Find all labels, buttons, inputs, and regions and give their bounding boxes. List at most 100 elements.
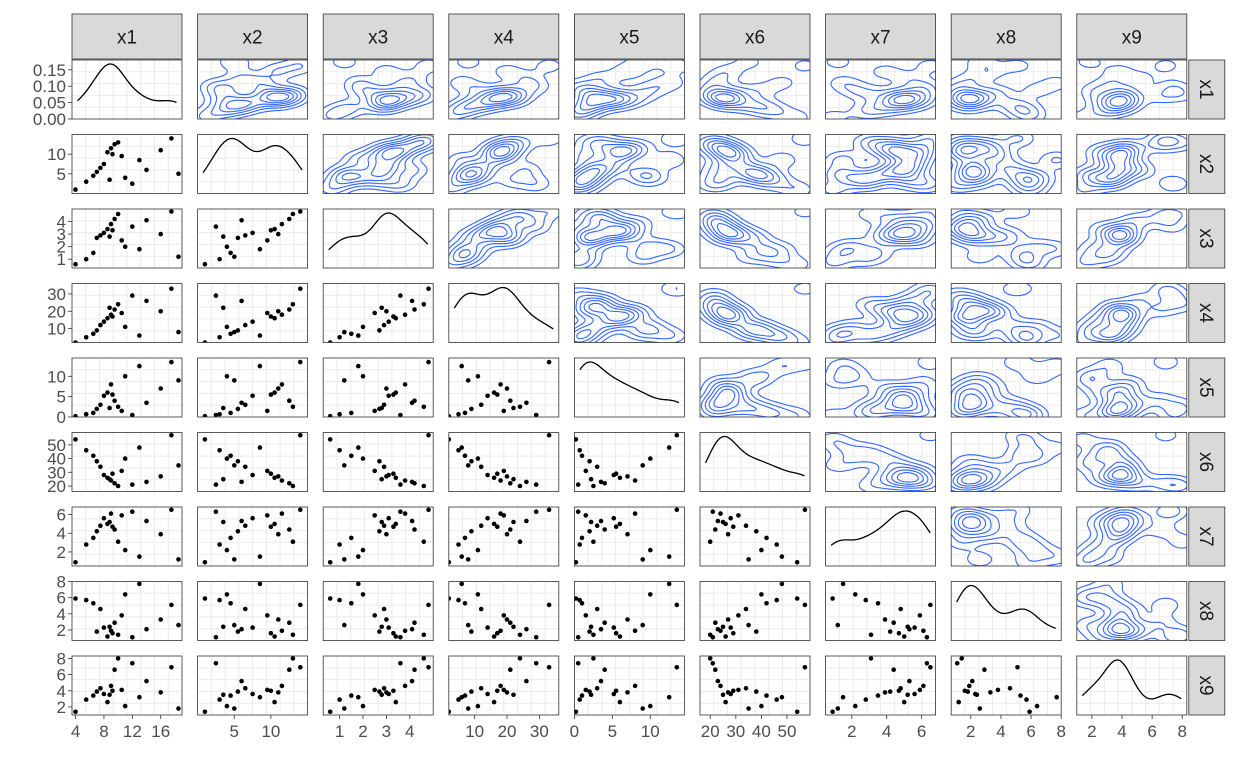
point-x6-x1-16 [169,432,174,438]
panel-x7-x6 [699,506,811,567]
point-x6-x5-3 [587,459,592,464]
point-x9-x5-5 [611,691,617,697]
point-x6-x2-18 [268,471,274,477]
point-x8-x7-3 [887,629,893,634]
contour-x2-x6 [700,134,810,194]
x-tick-label: 2 [358,722,367,741]
strip-top-x2: x2 [197,13,309,60]
point-x5-x1-16 [169,359,174,365]
panel-x9-x1 [71,655,183,716]
point-x7-x1-5 [101,515,107,521]
point-x7-x2-16 [298,507,303,513]
panel-x4-x6 [699,283,811,343]
point-x5-x1-6 [105,390,110,395]
point-x9-x6-14 [715,678,721,684]
point-x2-x1-14 [144,167,149,173]
point-x5-x3-15 [384,386,389,391]
point-x9-x5-11 [648,703,653,709]
strip-top-label: x2 [243,28,263,49]
point-x9-x8-2 [1018,693,1023,698]
density-curve-x6 [704,435,805,477]
x-tick-label: 10 [261,722,280,741]
point-x8-x5-16 [674,602,680,608]
point-x7-x4-3 [469,529,474,534]
y-tick-label: 4 [57,682,66,701]
point-x6-x4-11 [475,456,481,461]
x-axis-x7: 2 4 6 [847,715,926,741]
panel-x2-x7 [825,134,936,194]
point-x7-x5-13 [666,554,672,559]
y-axis-x5: 05 10 [47,367,72,427]
x-tick-label: 4 [71,722,80,741]
point-x9-x8-19 [974,692,980,698]
point-x6-x4-0 [448,437,452,442]
point-x8-x1-1 [83,597,89,603]
point-x9-x1-11 [122,703,128,709]
point-x9-x3-17 [342,706,347,711]
strip-top-label: x5 [619,28,639,49]
point-x8-x1-18 [110,630,115,636]
point-x9-x8-16 [1015,665,1020,670]
point-x6-x1-3 [94,459,100,464]
x-tick-label: 2 [966,722,975,741]
point-x9-x8-12 [954,661,960,666]
point-x6-x4-17 [465,463,471,468]
point-x9-x1-14 [144,678,149,684]
point-x7-x4-6 [491,521,497,527]
point-x3-x1-16 [169,209,174,214]
strip-top-x7: x7 [825,13,936,60]
point-x8-x7-7 [921,628,926,634]
point-x6-x5-2 [579,453,585,459]
point-x9-x5-8 [602,667,607,672]
point-x6-x5-0 [574,437,579,442]
point-x7-x3-10 [372,513,378,518]
point-x2-x1-10 [119,153,124,159]
point-x7-x2-12 [213,509,219,514]
strip-top-x1: x1 [71,13,183,60]
point-x8-x3-7 [402,628,408,634]
point-x7-x5-8 [602,527,607,532]
point-x9-x6-1 [774,697,779,702]
point-x7-x6-0 [794,560,800,565]
point-x9-x2-4 [243,686,248,691]
point-x3-x2-5 [250,230,255,236]
point-x9-x3-12 [398,661,403,666]
point-x8-x4-8 [508,620,513,625]
strip-right-label: x7 [1195,526,1216,546]
point-x5-x1-13 [137,363,142,369]
density-curve-x9 [1081,659,1182,700]
point-x9-x6-10 [736,687,741,693]
point-x7-x6-4 [743,523,749,528]
strip-top-x8: x8 [950,13,1062,60]
point-x7-x2-17 [232,557,237,562]
panel-x5-x1 [71,357,183,418]
point-x9-x4-17 [465,706,471,711]
point-x8-x6-11 [759,592,764,597]
point-x5-x1-17 [176,378,181,383]
point-x5-x3-2 [349,410,354,416]
point-x6-x2-19 [221,476,226,482]
contour-x5-x9 [1076,358,1187,417]
point-x6-x3-10 [372,468,378,474]
point-x9-x2-10 [265,687,270,693]
point-x7-x5-6 [617,521,623,527]
point-x6-x2-15 [276,474,281,479]
y-tick-label: 6 [57,666,66,685]
point-x7-x2-10 [265,513,270,518]
x-tick-label: 20 [498,722,517,741]
panel-x3-x7 [825,208,936,269]
panel-x3-x5 [574,208,685,269]
point-x8-x2-7 [279,628,285,634]
point-x7-x2-6 [272,521,277,527]
point-x4-x2-1 [217,335,222,340]
point-x7-x6-1 [774,542,779,547]
point-x6-x2-11 [224,456,230,461]
point-x9-x7-2 [875,693,881,698]
point-x9-x4-0 [448,709,452,715]
panel-x1-x1 [71,59,183,120]
point-x2-x1-0 [73,187,78,192]
point-x8-x4-12 [533,635,539,640]
point-x9-x1-16 [169,665,174,670]
strip-right-x9: x9 [1188,655,1226,716]
density-curve-x4 [453,286,554,330]
